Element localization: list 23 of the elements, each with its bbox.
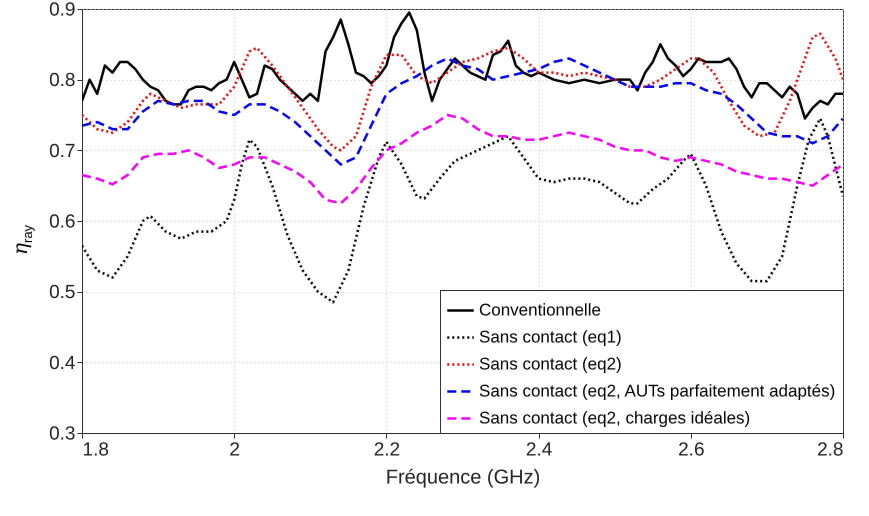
x-tick-label: 1.8: [82, 440, 109, 460]
y-tick-label: 0.3: [49, 424, 76, 444]
y-tick-label: 0.9: [49, 0, 76, 20]
legend-label: Sans contact (eq2, charges idéales): [479, 408, 750, 428]
x-axis-title: Fréquence (GHz): [386, 466, 540, 488]
legend-label: Conventionnelle: [479, 300, 601, 320]
line-series: [82, 117, 843, 304]
y-tick-label: 0.5: [49, 282, 76, 304]
x-tick-label: 2.4: [526, 440, 553, 460]
x-tick-label: 2.6: [678, 440, 705, 460]
y-tick-label: 0.8: [49, 70, 76, 92]
line-series: [82, 32, 843, 152]
x-tick-label: 2: [229, 440, 240, 460]
y-tick-label: 0.7: [49, 140, 76, 162]
legend-label: Sans contact (eq2): [479, 354, 622, 374]
legend-label: Sans contact (eq1): [479, 328, 622, 346]
line-series: [82, 114, 843, 205]
legend-label: Sans contact (eq2, AUTs parfaitement adaptés): [479, 382, 836, 400]
y-tick-label: 0.4: [49, 352, 76, 374]
y-tick-label: 0.6: [49, 212, 76, 232]
line-series: [82, 57, 843, 166]
x-tick-label: 2.8: [817, 440, 844, 460]
x-tick-label: 2.2: [374, 440, 400, 460]
